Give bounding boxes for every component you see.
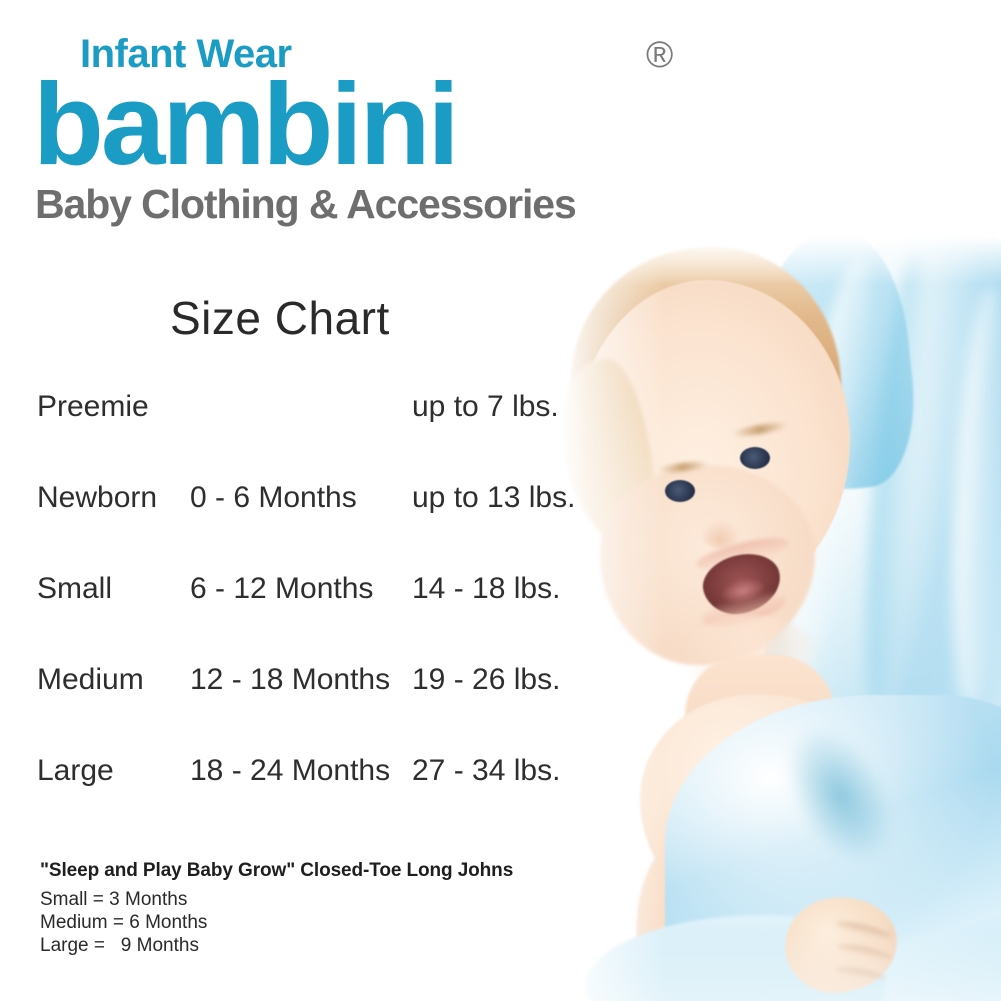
table-row: Newborn 0 - 6 Months up to 13 lbs.	[0, 481, 600, 572]
towel-lap-shadow	[763, 707, 917, 883]
baby-arm	[623, 818, 787, 1001]
baby-hand	[777, 887, 905, 1001]
baby-eye-right	[740, 447, 770, 469]
baby-nose	[700, 520, 740, 548]
cell-age: 6 - 12 Months	[190, 572, 374, 605]
brand-tagline-bottom: Baby Clothing & Accessories	[35, 181, 577, 227]
table-row: Preemie up to 7 lbs.	[0, 390, 600, 481]
cell-size: Newborn	[37, 481, 158, 514]
cell-age: 12 - 18 Months	[190, 663, 391, 696]
towel-fold	[770, 252, 890, 688]
baby-forearm	[673, 882, 877, 1001]
footnote-title: "Sleep and Play Baby Grow" Closed-Toe Lo…	[40, 860, 514, 881]
baby-finger	[834, 964, 888, 984]
baby-upper-lip	[693, 531, 792, 577]
baby-hair	[571, 247, 841, 442]
baby-shoulder	[640, 695, 890, 925]
page-title: Size Chart	[170, 292, 390, 344]
baby-photo	[545, 225, 1001, 1001]
baby-cheek	[600, 465, 815, 665]
towel-hood-shape	[746, 225, 924, 498]
size-chart-table: Preemie up to 7 lbs. Newborn 0 - 6 Month…	[0, 390, 600, 845]
baby-neck	[685, 655, 835, 775]
brand-logo: Infant Wear bambini ® Baby Clothing & Ac…	[33, 28, 713, 228]
registered-trademark-icon: ®	[646, 34, 674, 75]
baby-eyebrow-right	[730, 420, 790, 439]
cell-age: 0 - 6 Months	[190, 481, 357, 514]
cell-weight: 27 - 34 lbs.	[412, 754, 561, 787]
cell-weight: up to 7 lbs.	[412, 390, 559, 423]
photo-edge-fade	[545, 931, 1001, 1001]
baby-eye-left	[665, 480, 695, 502]
photo-edge-fade	[545, 225, 1001, 285]
baby-tongue	[718, 575, 768, 607]
baby-finger	[836, 941, 894, 963]
cell-weight: 14 - 18 lbs.	[412, 572, 561, 605]
baby-eyebrow-left	[656, 459, 710, 475]
towel-fold	[944, 283, 1001, 707]
baby-head	[575, 280, 850, 600]
footnote-line: Large = 9 Months	[40, 935, 199, 956]
table-row: Large 18 - 24 Months 27 - 34 lbs.	[0, 754, 600, 845]
baby-finger	[834, 918, 894, 942]
cell-age: 18 - 24 Months	[190, 754, 391, 787]
brand-wordmark: bambini	[33, 59, 460, 189]
towel-lap-edge	[585, 915, 885, 1001]
cell-weight: up to 13 lbs.	[412, 481, 576, 514]
baby-lower-lip	[699, 586, 789, 634]
table-row: Small 6 - 12 Months 14 - 18 lbs.	[0, 572, 600, 663]
towel-lap-shape	[665, 695, 1001, 1001]
brand-tagline-top: Infant Wear	[80, 32, 292, 76]
towel-shape	[765, 235, 1001, 1001]
cell-weight: 19 - 26 lbs.	[412, 663, 561, 696]
towel-fold	[855, 244, 937, 706]
cell-size: Small	[37, 572, 113, 605]
footnote-line: Medium = 6 Months	[40, 912, 208, 933]
cell-size: Preemie	[37, 390, 149, 423]
cell-size: Medium	[37, 663, 144, 696]
baby-mouth	[697, 546, 787, 622]
footnote-block: "Sleep and Play Baby Grow" Closed-Toe Lo…	[40, 860, 560, 957]
table-row: Medium 12 - 18 Months 19 - 26 lbs.	[0, 663, 600, 754]
cell-size: Large	[37, 754, 114, 787]
footnote-line: Small = 3 Months	[40, 889, 188, 910]
baby-chin	[680, 615, 820, 705]
